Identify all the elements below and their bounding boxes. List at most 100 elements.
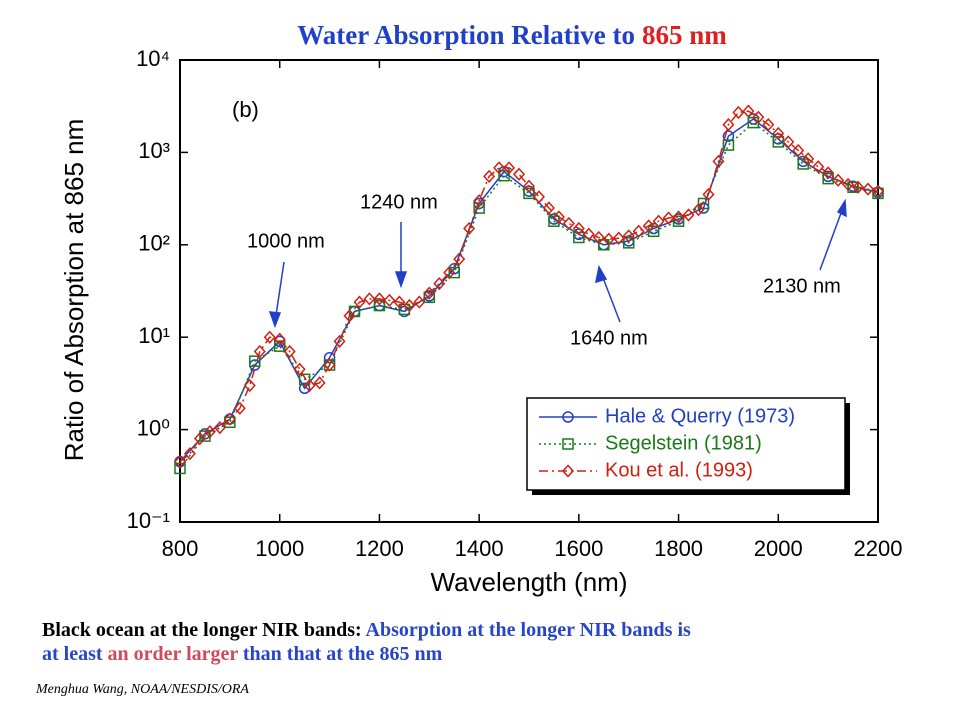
chart-title: Water Absorption Relative to 865 nm (297, 20, 727, 50)
marker (672, 215, 685, 227)
marker (173, 455, 187, 469)
annotation: 1000 nm (247, 230, 325, 252)
marker (249, 355, 261, 367)
marker (193, 431, 206, 446)
marker (273, 332, 286, 346)
caption-part: Absorption at the longer NIR bands is (365, 619, 691, 641)
marker (822, 166, 835, 180)
y-tick-label: 10³ (138, 138, 170, 163)
marker (632, 224, 645, 238)
marker (293, 362, 306, 376)
marker (602, 232, 615, 246)
marker (413, 295, 426, 309)
annotation: 2130 nm (763, 275, 841, 297)
marker (213, 421, 226, 435)
marker (622, 237, 635, 249)
x-axis-label: Wavelength (nm) (431, 567, 628, 597)
chart: Water Absorption Relative to 865 nm Wavel… (59, 20, 903, 597)
series (173, 104, 885, 469)
marker (483, 169, 496, 184)
marker (852, 180, 865, 194)
marker (712, 154, 725, 168)
arrow (819, 204, 845, 271)
marker (842, 177, 855, 192)
caption-part: Black ocean at the longer NIR bands: (42, 619, 366, 641)
legend-label: Kou et al. (1993) (605, 459, 753, 481)
arrow-head (268, 311, 282, 329)
caption-part: at least (42, 643, 108, 665)
marker (642, 219, 655, 233)
marker (433, 277, 446, 291)
marker (323, 358, 336, 372)
marker (562, 216, 575, 231)
marker (573, 231, 585, 244)
marker (313, 376, 326, 390)
marker (772, 126, 785, 141)
marker (722, 139, 735, 151)
x-tick-label: 2200 (854, 536, 903, 561)
marker (373, 292, 386, 306)
marker (832, 173, 845, 187)
marker (622, 229, 635, 243)
marker (463, 221, 476, 236)
y-tick-label: 10⁴ (136, 46, 170, 71)
marker (298, 382, 311, 395)
marker (243, 378, 256, 393)
x-tick-label: 1400 (455, 536, 504, 561)
marker (373, 299, 386, 312)
arrow-head (836, 198, 847, 218)
arrow-head (394, 271, 408, 289)
panel-label: (b) (232, 97, 259, 122)
marker (473, 194, 486, 208)
marker (872, 187, 884, 200)
marker (398, 303, 411, 316)
marker (582, 227, 595, 241)
marker (263, 330, 276, 344)
marker (732, 105, 745, 120)
marker (562, 438, 574, 450)
marker (333, 334, 346, 349)
marker (443, 266, 456, 280)
marker (672, 210, 685, 224)
y-tick-label: 10¹ (138, 323, 170, 348)
x-tick-label: 1800 (654, 536, 703, 561)
x-tick-label: 800 (162, 536, 199, 561)
x-tick-label: 1600 (554, 536, 603, 561)
y-axis-label: Ratio of Absorption at 865 nm (59, 119, 89, 462)
marker (423, 286, 436, 300)
marker (383, 293, 396, 308)
annotation: 1240 nm (360, 191, 438, 213)
caption-part: than that at the 865 nm (237, 643, 443, 665)
marker (722, 117, 735, 132)
marker (871, 184, 885, 198)
series-line (179, 110, 879, 463)
marker (473, 202, 485, 214)
marker (522, 179, 536, 193)
marker (453, 252, 466, 266)
title-main: Water Absorption Relative to (297, 20, 635, 50)
marker (323, 351, 336, 364)
marker (363, 292, 376, 306)
marker (652, 214, 665, 228)
legend-label: Segelstein (1981) (605, 432, 762, 454)
marker (592, 230, 605, 245)
marker (224, 416, 236, 429)
marker (183, 446, 196, 461)
marker (498, 169, 510, 182)
caption: Black ocean at the longer NIR bands: Abs… (42, 618, 942, 666)
marker (493, 161, 506, 175)
x-tick-label: 2000 (754, 536, 803, 561)
marker (253, 344, 266, 359)
annotation-arrows (268, 198, 847, 329)
marker (692, 203, 705, 217)
marker (393, 295, 406, 309)
y-tick-label: 10⁻¹ (127, 508, 170, 533)
marker (862, 182, 875, 196)
marker (572, 221, 585, 236)
marker (174, 462, 186, 475)
marker (702, 187, 715, 202)
marker (612, 231, 625, 245)
marker (403, 298, 416, 313)
marker (552, 210, 565, 224)
marker (523, 187, 535, 200)
